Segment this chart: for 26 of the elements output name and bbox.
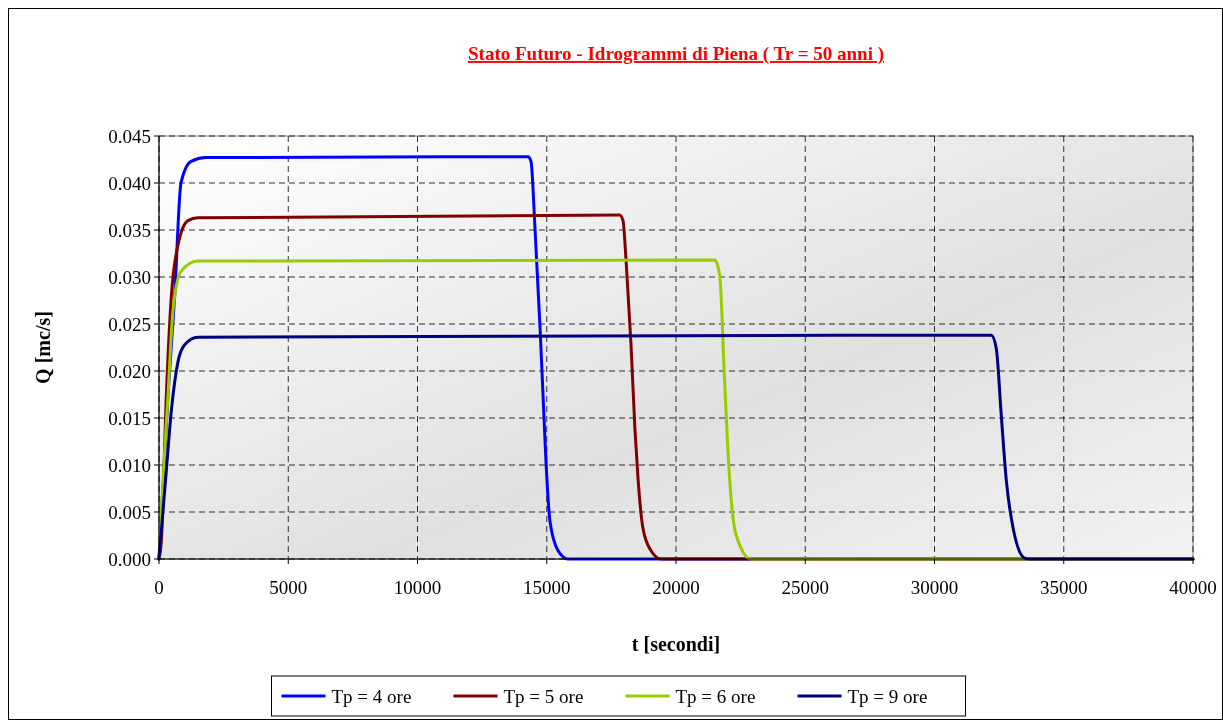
- y-tick-label: 0.030: [108, 266, 151, 288]
- x-tick-label: 30000: [910, 577, 959, 598]
- legend-label: Tp = 9 ore: [847, 685, 928, 707]
- chart-title: Stato Futuro - Idrogrammi di Piena ( Tr = 50 anni ): [467, 43, 885, 65]
- legend-label: Tp = 5 ore: [503, 685, 584, 707]
- y-tick-label: 0.025: [108, 313, 151, 335]
- x-tick-label: 25000: [781, 577, 829, 598]
- y-tick-label: 0.015: [108, 407, 151, 429]
- y-tick-label: 0.010: [108, 454, 151, 476]
- y-tick-label: 0.045: [108, 125, 151, 147]
- y-tick-label: 0.040: [108, 172, 151, 194]
- x-tick-label: 5000: [269, 577, 308, 598]
- legend-label: Tp = 6 ore: [675, 685, 756, 707]
- x-tick-label: 40000: [1169, 577, 1217, 598]
- y-axis-title: Q [mc/s]: [32, 311, 54, 384]
- x-tick-label: 15000: [523, 577, 571, 598]
- x-tick-label: 0: [154, 577, 164, 598]
- y-tick-label: 0.005: [108, 501, 151, 523]
- x-tick-label: 20000: [652, 577, 700, 598]
- x-axis-title: t [secondi]: [631, 633, 721, 655]
- y-tick-label: 0.020: [108, 360, 151, 382]
- y-tick-label: 0.035: [108, 219, 151, 241]
- x-tick-label: 10000: [393, 577, 442, 598]
- legend-label: Tp = 4 ore: [331, 685, 412, 707]
- x-tick-label: 35000: [1040, 577, 1088, 598]
- y-tick-label: 0.000: [108, 548, 151, 570]
